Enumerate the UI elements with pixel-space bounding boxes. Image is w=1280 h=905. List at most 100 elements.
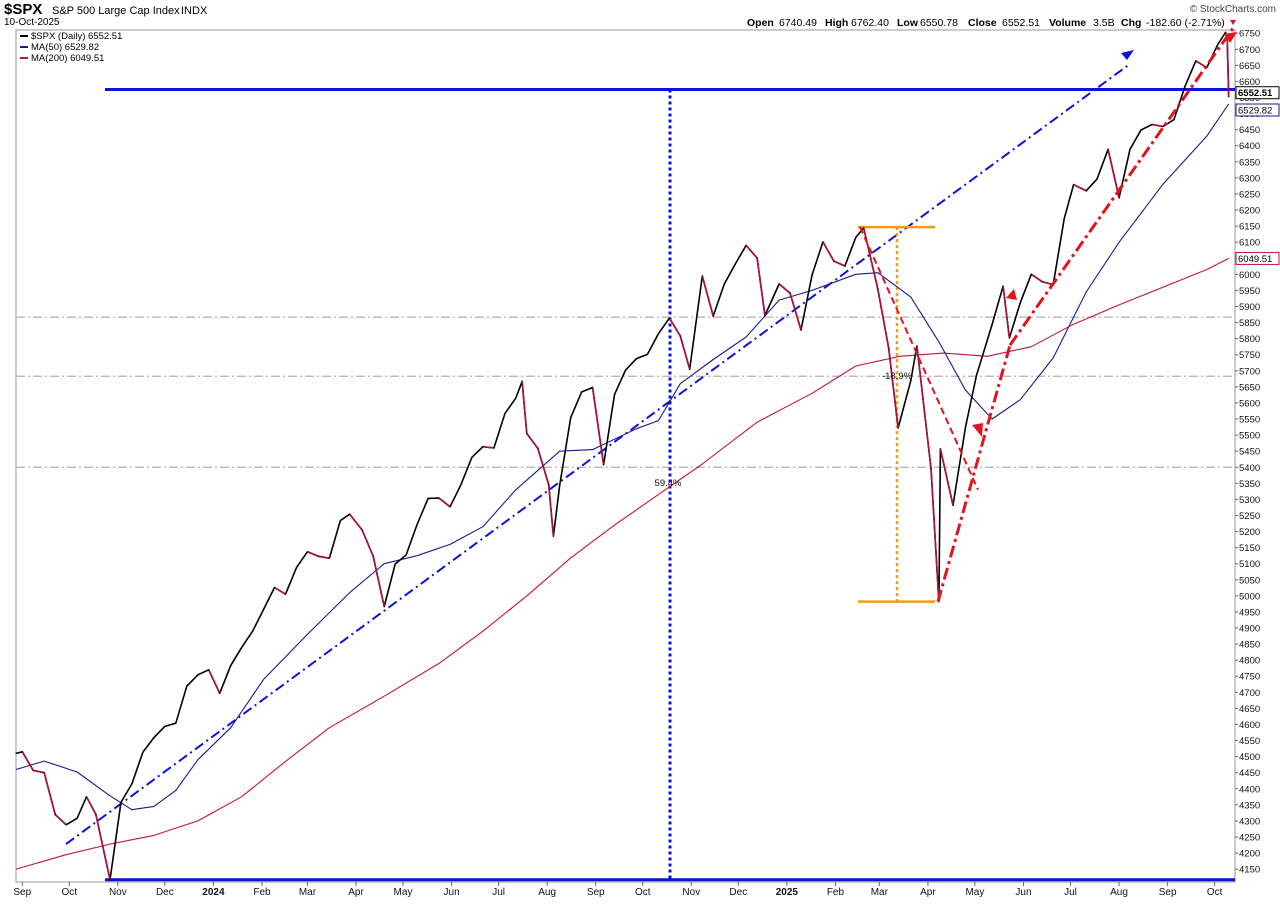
y-tick-label: 4900: [1239, 624, 1260, 635]
y-tick-label: 4550: [1239, 736, 1260, 747]
y-tick-label: 6150: [1239, 222, 1260, 233]
price-down-segment: [54, 813, 67, 826]
drawn-lines-front: [859, 25, 1237, 603]
price-down-segment: [833, 260, 846, 267]
y-tick-label: 4400: [1239, 784, 1260, 795]
price-point: [95, 813, 97, 816]
price-point: [43, 772, 45, 774]
price-point: [745, 244, 747, 247]
plot-frame: [15, 29, 1236, 883]
price-down-segment: [745, 244, 758, 259]
price-down-segment: [536, 448, 550, 485]
price-down-segment: [43, 772, 56, 815]
price-point: [32, 769, 34, 772]
price-down-segment: [307, 551, 319, 558]
price-point: [1195, 60, 1197, 62]
gain-annotation: 59.4%: [655, 478, 682, 489]
x-tick-label: Mar: [871, 887, 889, 898]
rally-arrow-icon: [1224, 32, 1237, 43]
price-point: [952, 504, 954, 506]
price-point: [778, 283, 780, 285]
price-point: [85, 796, 88, 798]
price-point: [910, 380, 912, 382]
price-point: [1228, 96, 1230, 98]
price-point: [1041, 281, 1043, 283]
price-point: [916, 345, 918, 347]
y-tick-label: 4450: [1239, 768, 1260, 779]
price-point: [383, 605, 385, 608]
recovery-line: [936, 344, 1012, 603]
price-down-segment: [21, 751, 34, 771]
price-point: [416, 523, 418, 526]
price-down-segment: [1151, 123, 1164, 128]
price-point: [657, 333, 660, 335]
series-layer: [15, 31, 1230, 881]
y-tick-label: 4700: [1239, 688, 1260, 699]
drawdown-annotation: -18.9%: [882, 371, 913, 382]
price-point: [306, 551, 309, 553]
price-point: [1096, 178, 1098, 180]
price-point: [537, 447, 539, 449]
price-point: [175, 722, 177, 724]
price-point: [526, 432, 528, 435]
x-tick-label: Aug: [538, 887, 556, 898]
y-tick-label: 6750: [1239, 29, 1260, 40]
price-point: [142, 751, 144, 753]
y-tick-label: 4350: [1239, 800, 1260, 811]
price-point: [811, 274, 813, 276]
price-point: [339, 520, 341, 522]
decline-arrow-icon: [972, 423, 983, 437]
legend: $SPX (Daily) 6552.51 MA(50) 6529.82 MA(2…: [20, 31, 122, 64]
price-point: [1008, 337, 1010, 339]
price-point: [295, 566, 298, 569]
price-point: [701, 275, 703, 277]
rally-line: [1008, 25, 1236, 346]
volume-value: 3.5B: [1093, 17, 1115, 29]
y-tick-label: 5550: [1239, 415, 1260, 426]
y-tick-label: 5200: [1239, 527, 1260, 538]
y-tick-label: 6300: [1239, 173, 1260, 184]
x-tick-label: Dec: [156, 887, 174, 898]
change-label: Chg: [1121, 17, 1141, 29]
price-point: [515, 397, 517, 399]
x-tick-label: Nov: [682, 887, 700, 898]
y-tick-label: 5400: [1239, 463, 1260, 474]
x-tick-label: Oct: [1207, 887, 1223, 898]
y-tick-label: 4500: [1239, 752, 1260, 763]
price-point: [273, 586, 276, 589]
price-point: [1002, 285, 1004, 287]
price-down-segment: [701, 275, 715, 317]
y-tick-label: 4200: [1239, 849, 1260, 860]
price-point: [1217, 43, 1219, 46]
watermark: © StockCharts.com: [1190, 4, 1276, 15]
price-point: [164, 725, 166, 727]
y-tick-label: 5500: [1239, 431, 1260, 442]
open-value: 6740.49: [779, 17, 817, 29]
price-point: [1063, 218, 1065, 220]
x-tick-label: Oct: [61, 887, 77, 898]
x-tick-label: May: [394, 887, 413, 898]
price-point: [668, 317, 670, 319]
symbol-name: S&P 500 Large Cap Index: [52, 5, 180, 17]
x-tick-label: Sep: [587, 887, 605, 898]
price-point: [734, 263, 736, 265]
uptrend-arrow-icon: [1121, 50, 1134, 60]
price-down-segment: [1030, 273, 1043, 283]
price-down-segment: [33, 769, 45, 774]
price-point: [635, 357, 638, 360]
price-point: [405, 554, 407, 556]
y-tick-label: 4800: [1239, 656, 1260, 667]
x-tick-label: Jul: [492, 887, 505, 898]
price-down-segment: [876, 288, 890, 349]
x-tick-label: Sep: [13, 887, 31, 898]
price-down-segment: [526, 433, 539, 449]
price-point: [521, 380, 523, 383]
price-flag-box: [1235, 86, 1280, 100]
y-tick-label: 5100: [1239, 559, 1260, 570]
price-point: [493, 447, 495, 449]
y-tick-label: 5750: [1239, 350, 1260, 361]
price-point: [317, 555, 319, 557]
price-point: [504, 412, 506, 415]
price-point: [712, 315, 714, 317]
